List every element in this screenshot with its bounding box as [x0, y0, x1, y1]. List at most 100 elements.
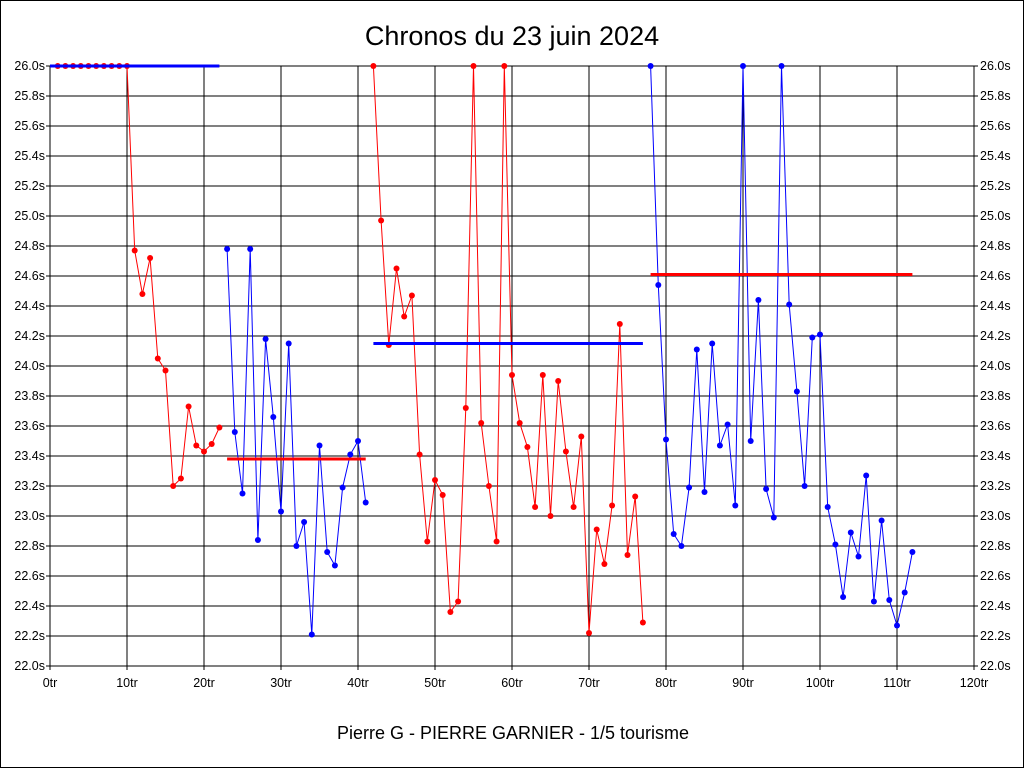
data-point	[609, 502, 616, 509]
data-point	[447, 609, 454, 615]
data-point	[370, 63, 377, 69]
data-point	[786, 301, 793, 308]
series-3	[370, 63, 646, 636]
y-axis-right: 22.0s 22.2s 22.4s 22.6s 22.8s 23.0s 23.2s 23.4s…	[974, 59, 1011, 673]
data-point	[432, 477, 438, 483]
data-point	[270, 414, 277, 420]
data-point	[201, 448, 207, 455]
y-tick-label-right: 22.0s	[980, 659, 1011, 673]
data-point	[901, 589, 908, 596]
y-tick-label-right: 24.4s	[980, 299, 1011, 313]
data-point	[909, 549, 916, 555]
data-point	[470, 63, 477, 69]
data-point	[593, 526, 600, 533]
y-tick-label-right: 24.0s	[980, 359, 1011, 373]
data-point	[555, 378, 562, 384]
x-tick-label: 50tr	[424, 676, 446, 690]
data-point	[154, 355, 161, 362]
data-point	[301, 519, 308, 525]
y-tick-label-right: 23.8s	[980, 389, 1011, 403]
data-point	[570, 504, 577, 510]
series-4	[647, 63, 916, 629]
data-point	[439, 492, 446, 498]
y-tick-label-left: 24.8s	[14, 239, 45, 253]
data-point	[539, 372, 546, 378]
data-point	[840, 594, 847, 600]
data-point	[732, 502, 739, 509]
series-line	[372, 65, 644, 634]
data-point	[847, 529, 854, 536]
x-axis: 0tr 10tr 20tr 30tr 40tr 50tr 60tr 70tr 80tr 90tr 1…	[43, 666, 989, 690]
x-tick-label: 70tr	[578, 676, 600, 690]
data-point	[193, 442, 200, 449]
data-point	[632, 493, 639, 500]
y-tick-label-right: 26.0s	[980, 59, 1011, 73]
data-point	[532, 504, 539, 510]
y-tick-label-left: 22.2s	[14, 629, 45, 643]
data-point	[239, 490, 246, 497]
data-point	[378, 217, 385, 224]
x-tick-label: 110tr	[883, 676, 911, 690]
x-tick-label: 120tr	[960, 676, 989, 690]
y-tick-label-left: 26.0s	[14, 59, 45, 73]
y-tick-label-right: 25.6s	[980, 119, 1011, 133]
data-point	[709, 340, 716, 347]
y-tick-label-right: 25.2s	[980, 179, 1011, 193]
data-point	[817, 331, 823, 338]
chart-subtitle: Pierre G - PIERRE GARNIER - 1/5 tourisme	[337, 723, 689, 743]
data-point	[216, 424, 223, 431]
data-point	[478, 420, 485, 426]
data-point	[624, 552, 631, 558]
data-point	[724, 421, 731, 428]
y-tick-label-left: 25.8s	[14, 89, 45, 103]
average-lines	[50, 64, 913, 461]
data-point	[324, 549, 331, 555]
y-tick-label-right: 22.4s	[980, 599, 1011, 613]
data-point	[455, 598, 462, 605]
data-point	[462, 405, 469, 411]
data-point	[339, 484, 346, 491]
data-point	[177, 475, 184, 482]
data-point	[663, 436, 669, 443]
data-point	[601, 561, 608, 567]
data-point	[639, 619, 646, 626]
y-tick-label-right: 25.0s	[980, 209, 1011, 223]
data-point	[855, 553, 862, 560]
data-point	[778, 63, 785, 69]
data-point	[616, 321, 623, 327]
x-tick-label: 10tr	[116, 676, 138, 690]
x-tick-label: 80tr	[655, 676, 677, 690]
y-tick-label-right: 24.8s	[980, 239, 1011, 253]
data-point	[254, 537, 261, 543]
data-point	[347, 451, 354, 458]
data-point	[824, 504, 831, 510]
data-point	[401, 313, 408, 320]
data-point	[393, 265, 400, 272]
data-point	[524, 444, 531, 450]
x-tick-label: 30tr	[270, 676, 292, 690]
data-point	[832, 541, 839, 548]
y-tick-label-right: 22.8s	[980, 539, 1011, 553]
y-tick-label-right: 25.4s	[980, 149, 1011, 163]
data-point	[578, 433, 585, 440]
data-point	[693, 346, 700, 353]
y-tick-label-left: 25.2s	[14, 179, 45, 193]
y-tick-label-right: 23.0s	[980, 509, 1011, 523]
data-point	[793, 388, 800, 395]
y-axis-left: 22.0s 22.2s 22.4s 22.6s 22.8s 23.0s 23.2s 23.4s…	[14, 59, 50, 673]
data-point	[562, 448, 569, 455]
y-tick-label-left: 22.6s	[14, 569, 45, 583]
y-tick-label-right: 23.6s	[980, 419, 1011, 433]
y-tick-label-left: 23.6s	[14, 419, 45, 433]
y-tick-label-right: 23.4s	[980, 449, 1011, 463]
data-point	[208, 441, 215, 447]
data-point	[801, 483, 808, 489]
data-point	[293, 543, 300, 549]
data-point	[362, 499, 369, 506]
y-tick-label-right: 22.6s	[980, 569, 1011, 583]
data-point	[701, 489, 708, 495]
y-tick-label-left: 24.2s	[14, 329, 45, 343]
data-point	[809, 334, 816, 341]
y-tick-label-right: 24.2s	[980, 329, 1011, 343]
y-tick-label-left: 22.8s	[14, 539, 45, 553]
